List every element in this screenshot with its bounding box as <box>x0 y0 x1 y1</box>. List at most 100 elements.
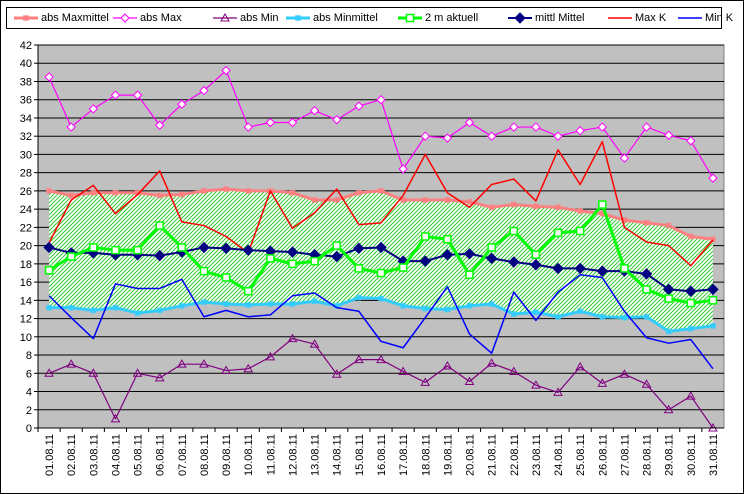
series-abs-max <box>44 65 718 183</box>
x-tick-label: 11.08.11 <box>265 434 277 475</box>
data-point-abs-maxmittel <box>400 196 407 204</box>
y-tick-label: 20 <box>20 241 32 253</box>
legend-item-2-m-aktuell: 2 m aktuell <box>397 8 478 28</box>
data-point-abs-maxmittel <box>200 187 207 194</box>
data-point-mittl-mittel <box>419 255 431 267</box>
legend-label: Min K <box>705 12 734 24</box>
data-point-abs-maxmittel <box>311 196 318 204</box>
series-abs-min <box>44 333 718 432</box>
data-point-abs-minmittel <box>223 300 230 308</box>
data-point-abs-maxmittel <box>112 189 119 196</box>
y-tick-label: 8 <box>26 350 32 362</box>
y-tick-label: 40 <box>20 58 32 70</box>
legend-label: 2 m aktuell <box>425 12 479 24</box>
y-tick-label: 38 <box>20 76 32 88</box>
legend-swatch <box>508 12 532 24</box>
data-point-abs-minmittel <box>311 298 318 305</box>
y-tick-label: 36 <box>20 95 32 107</box>
y-tick-label: 26 <box>20 186 32 198</box>
data-point-abs-max <box>708 173 718 183</box>
data-point-abs-min <box>442 360 453 370</box>
legend-swatch <box>213 12 237 22</box>
data-point-abs-maxmittel <box>709 236 716 243</box>
data-point-abs-min <box>486 358 497 367</box>
data-point-abs-maxmittel <box>422 196 429 204</box>
data-point-abs-min <box>553 387 563 396</box>
data-point-abs-maxmittel <box>444 196 451 204</box>
data-point-abs-max <box>199 85 209 96</box>
data-point-abs-minmittel <box>245 301 252 308</box>
data-point-abs-minmittel <box>289 300 296 308</box>
data-point-2-m-aktuell <box>155 221 164 230</box>
data-point-abs-minmittel <box>46 304 53 311</box>
legend-marker <box>220 12 230 22</box>
data-point-2-m-aktuell <box>686 298 696 308</box>
data-point-abs-max <box>265 117 276 128</box>
data-point-abs-maxmittel <box>687 233 694 240</box>
legend-marker <box>514 12 526 24</box>
x-tick-label: 02.08.11 <box>66 434 78 476</box>
data-point-abs-max <box>531 122 541 132</box>
data-point-2-m-aktuell <box>443 234 452 244</box>
data-point-mittl-mittel <box>530 259 542 271</box>
x-tick-label: 14.08.11 <box>332 434 344 476</box>
data-point-abs-max <box>486 131 497 141</box>
y-tick-label: 6 <box>26 368 32 380</box>
data-point-mittl-mittel <box>242 244 254 256</box>
data-point-abs-max <box>398 164 408 174</box>
x-tick-label: 15.08.11 <box>354 434 366 476</box>
data-point-abs-min <box>420 377 431 386</box>
data-point-2-m-aktuell <box>398 263 408 272</box>
x-tick-label: 29.08.11 <box>664 434 676 476</box>
data-point-abs-max <box>309 105 320 116</box>
data-point-abs-minmittel <box>687 325 694 332</box>
data-point-2-m-aktuell <box>133 245 142 255</box>
x-tick-label: 08.08.11 <box>199 434 211 476</box>
x-tick-label: 30.08.11 <box>686 434 698 476</box>
data-point-abs-min <box>619 369 630 378</box>
x-tick-label: 28.08.11 <box>642 434 654 476</box>
data-point-abs-max <box>619 153 630 163</box>
data-point-abs-minmittel <box>134 310 141 317</box>
data-point-abs-maxmittel <box>68 192 75 199</box>
data-point-abs-maxmittel <box>156 192 163 199</box>
data-point-2-m-aktuell <box>111 245 120 255</box>
x-tick-label: 26.08.11 <box>597 434 609 476</box>
data-point-mittl-mittel <box>198 241 210 254</box>
legend-swatch <box>678 17 702 19</box>
data-point-abs-max <box>155 120 165 130</box>
y-tick-label: 32 <box>20 131 32 143</box>
data-point-2-m-aktuell <box>708 296 718 305</box>
data-point-abs-max <box>177 99 187 109</box>
data-point-abs-minmittel <box>333 302 340 309</box>
x-tick-label: 20.08.11 <box>465 434 477 476</box>
series-abs-minmittel <box>46 294 716 335</box>
data-point-abs-min <box>221 365 231 375</box>
legend-marker <box>22 14 30 22</box>
data-point-abs-max <box>442 133 453 143</box>
data-point-mittl-mittel <box>286 246 299 258</box>
data-point-abs-min <box>44 368 54 377</box>
legend-swatch <box>14 14 38 22</box>
data-point-2-m-aktuell <box>66 252 76 261</box>
data-point-abs-max <box>287 117 298 128</box>
y-tick-label: 18 <box>20 259 32 271</box>
data-point-abs-min <box>398 366 408 375</box>
data-point-abs-minmittel <box>643 313 650 320</box>
legend-label: abs Max <box>140 12 182 24</box>
data-point-abs-min <box>376 354 386 364</box>
data-point-mittl-mittel <box>485 252 498 265</box>
legend-item-mittl-mittel: mittl Mittel <box>507 8 585 28</box>
x-axis: 01.08.11 02.08.11 03.08.11 04.08.11 05.08.11… <box>37 427 724 476</box>
data-point-abs-minmittel <box>599 313 606 320</box>
data-point-mittl-mittel <box>220 242 232 255</box>
data-point-abs-min <box>176 359 187 368</box>
y-tick-label: 2 <box>26 405 32 417</box>
x-tick-label: 25.08.11 <box>575 434 587 476</box>
data-point-abs-minmittel <box>178 302 185 309</box>
x-tick-label: 17.08.11 <box>398 434 410 476</box>
data-point-mittl-mittel <box>353 242 365 255</box>
x-tick-label: 13.08.11 <box>310 434 322 476</box>
legend-label: mittl Mittel <box>535 12 585 24</box>
